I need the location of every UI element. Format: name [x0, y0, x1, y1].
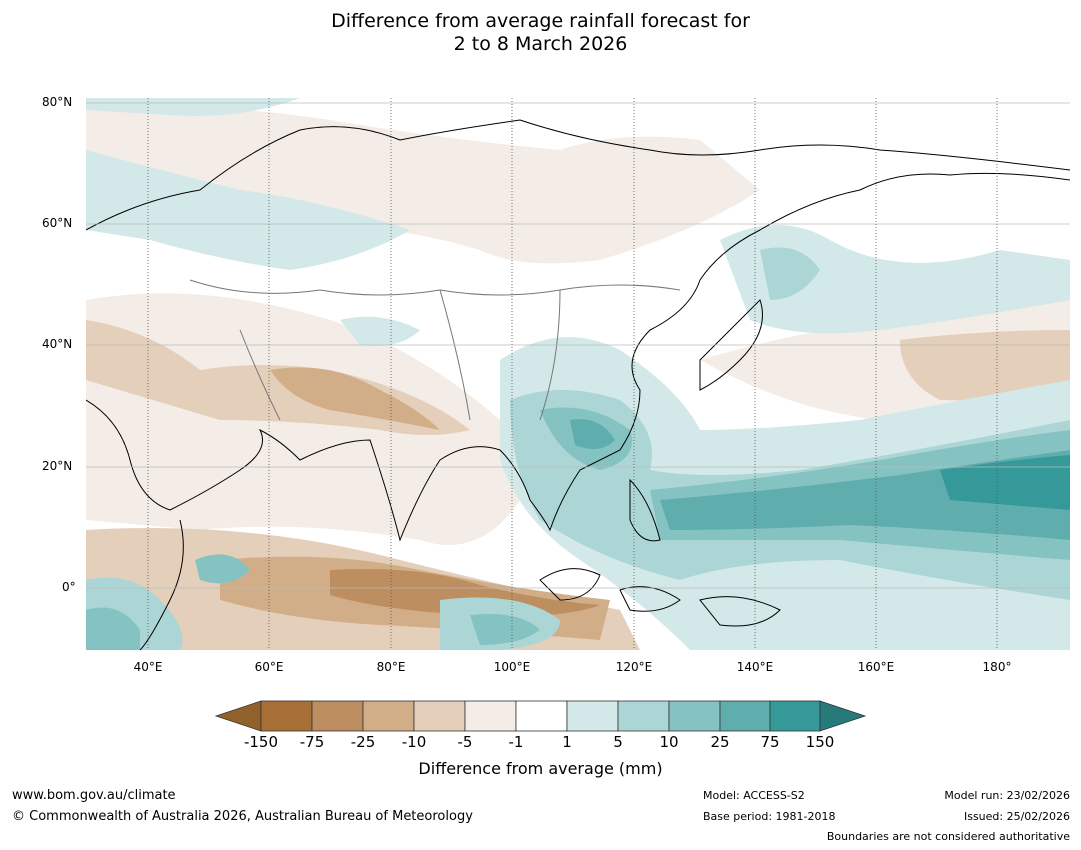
- title-line-2: 2 to 8 March 2026: [453, 33, 628, 55]
- colorbar-bin: [362, 700, 415, 732]
- colorbar-low-extend: [214, 700, 262, 732]
- lat-label: 40°N: [42, 337, 73, 351]
- colorbar-bin: [719, 700, 771, 732]
- colorbar-bin: [668, 700, 721, 732]
- wet-anomaly-area: [86, 150, 410, 270]
- colorbar-tick: -5: [457, 733, 473, 751]
- colorbar-bin: [566, 700, 619, 732]
- lon-label: 80°E: [376, 660, 406, 674]
- colorbar-bin: [515, 700, 568, 732]
- colorbar-tick: -150: [243, 733, 279, 751]
- base-period-text: Base period: 1981-2018: [703, 810, 836, 823]
- colorbar-bin: [311, 700, 364, 732]
- website-link[interactable]: www.bom.gov.au/climate: [12, 788, 176, 803]
- title-line-1: Difference from average rainfall forecas…: [331, 10, 750, 32]
- dry-anomaly-area: [270, 367, 440, 430]
- wet-anomaly-area: [340, 316, 420, 346]
- lon-label: 140°E: [736, 660, 774, 674]
- wet-anomaly-area: [760, 247, 820, 300]
- country-borders: [189, 279, 681, 421]
- lon-label: 60°E: [254, 660, 284, 674]
- coastlines: [86, 119, 1070, 650]
- wet-anomaly-area: [86, 98, 300, 116]
- colorbar-tick: 5: [613, 733, 623, 751]
- copyright-text: © Commonwealth of Australia 2026, Austra…: [12, 809, 473, 824]
- lon-label: 120°E: [615, 660, 653, 674]
- lat-label: 20°N: [42, 459, 73, 473]
- colorbar-bin: [413, 700, 466, 732]
- lat-label: 80°N: [42, 95, 73, 109]
- colorbar-tick: 25: [710, 733, 730, 751]
- model-text: Model: ACCESS-S2: [703, 789, 805, 802]
- wet-anomaly-area: [570, 419, 1070, 540]
- map-title: Difference from average rainfall forecas…: [0, 10, 1081, 56]
- colorbar-label: Difference from average (mm): [418, 759, 663, 778]
- colorbar-tick: -10: [401, 733, 427, 751]
- issued-text: Issued: 25/02/2026: [963, 810, 1070, 823]
- colorbar-bin: [769, 700, 821, 732]
- colorbar-tick: -75: [299, 733, 325, 751]
- wet-anomaly-area: [720, 225, 1070, 334]
- lon-label: 180°: [982, 660, 1012, 674]
- lon-label: 160°E: [857, 660, 895, 674]
- model-run-text: Model run: 23/02/2026: [944, 789, 1070, 802]
- colorbar-bin: [464, 700, 517, 732]
- anomaly-field: [86, 98, 1070, 650]
- colorbar-tick: -25: [350, 733, 376, 751]
- wet-anomaly-area: [940, 455, 1070, 510]
- longitude-gridlines: [147, 98, 998, 650]
- lat-label: 60°N: [42, 216, 73, 230]
- colorbar-tick: 1: [562, 733, 572, 751]
- disclaimer-text: Boundaries are not considered authoritat…: [826, 830, 1070, 843]
- colorbar-bin: [260, 700, 313, 732]
- colorbar: [214, 700, 867, 732]
- lon-label: 40°E: [133, 660, 163, 674]
- lat-label: 0°: [62, 580, 76, 594]
- colorbar-tick: 150: [805, 733, 835, 751]
- wet-anomaly-area: [86, 577, 560, 650]
- colorbar-tick: 10: [659, 733, 679, 751]
- lon-label: 100°E: [493, 660, 531, 674]
- colorbar-bin: [617, 700, 670, 732]
- colorbar-tick: 75: [760, 733, 780, 751]
- latitude-gridlines: [86, 102, 1070, 589]
- colorbar-tick: -1: [508, 733, 524, 751]
- wet-anomaly-area: [86, 554, 540, 650]
- colorbar-high-extend: [819, 700, 867, 732]
- dry-anomaly-area: [330, 569, 600, 617]
